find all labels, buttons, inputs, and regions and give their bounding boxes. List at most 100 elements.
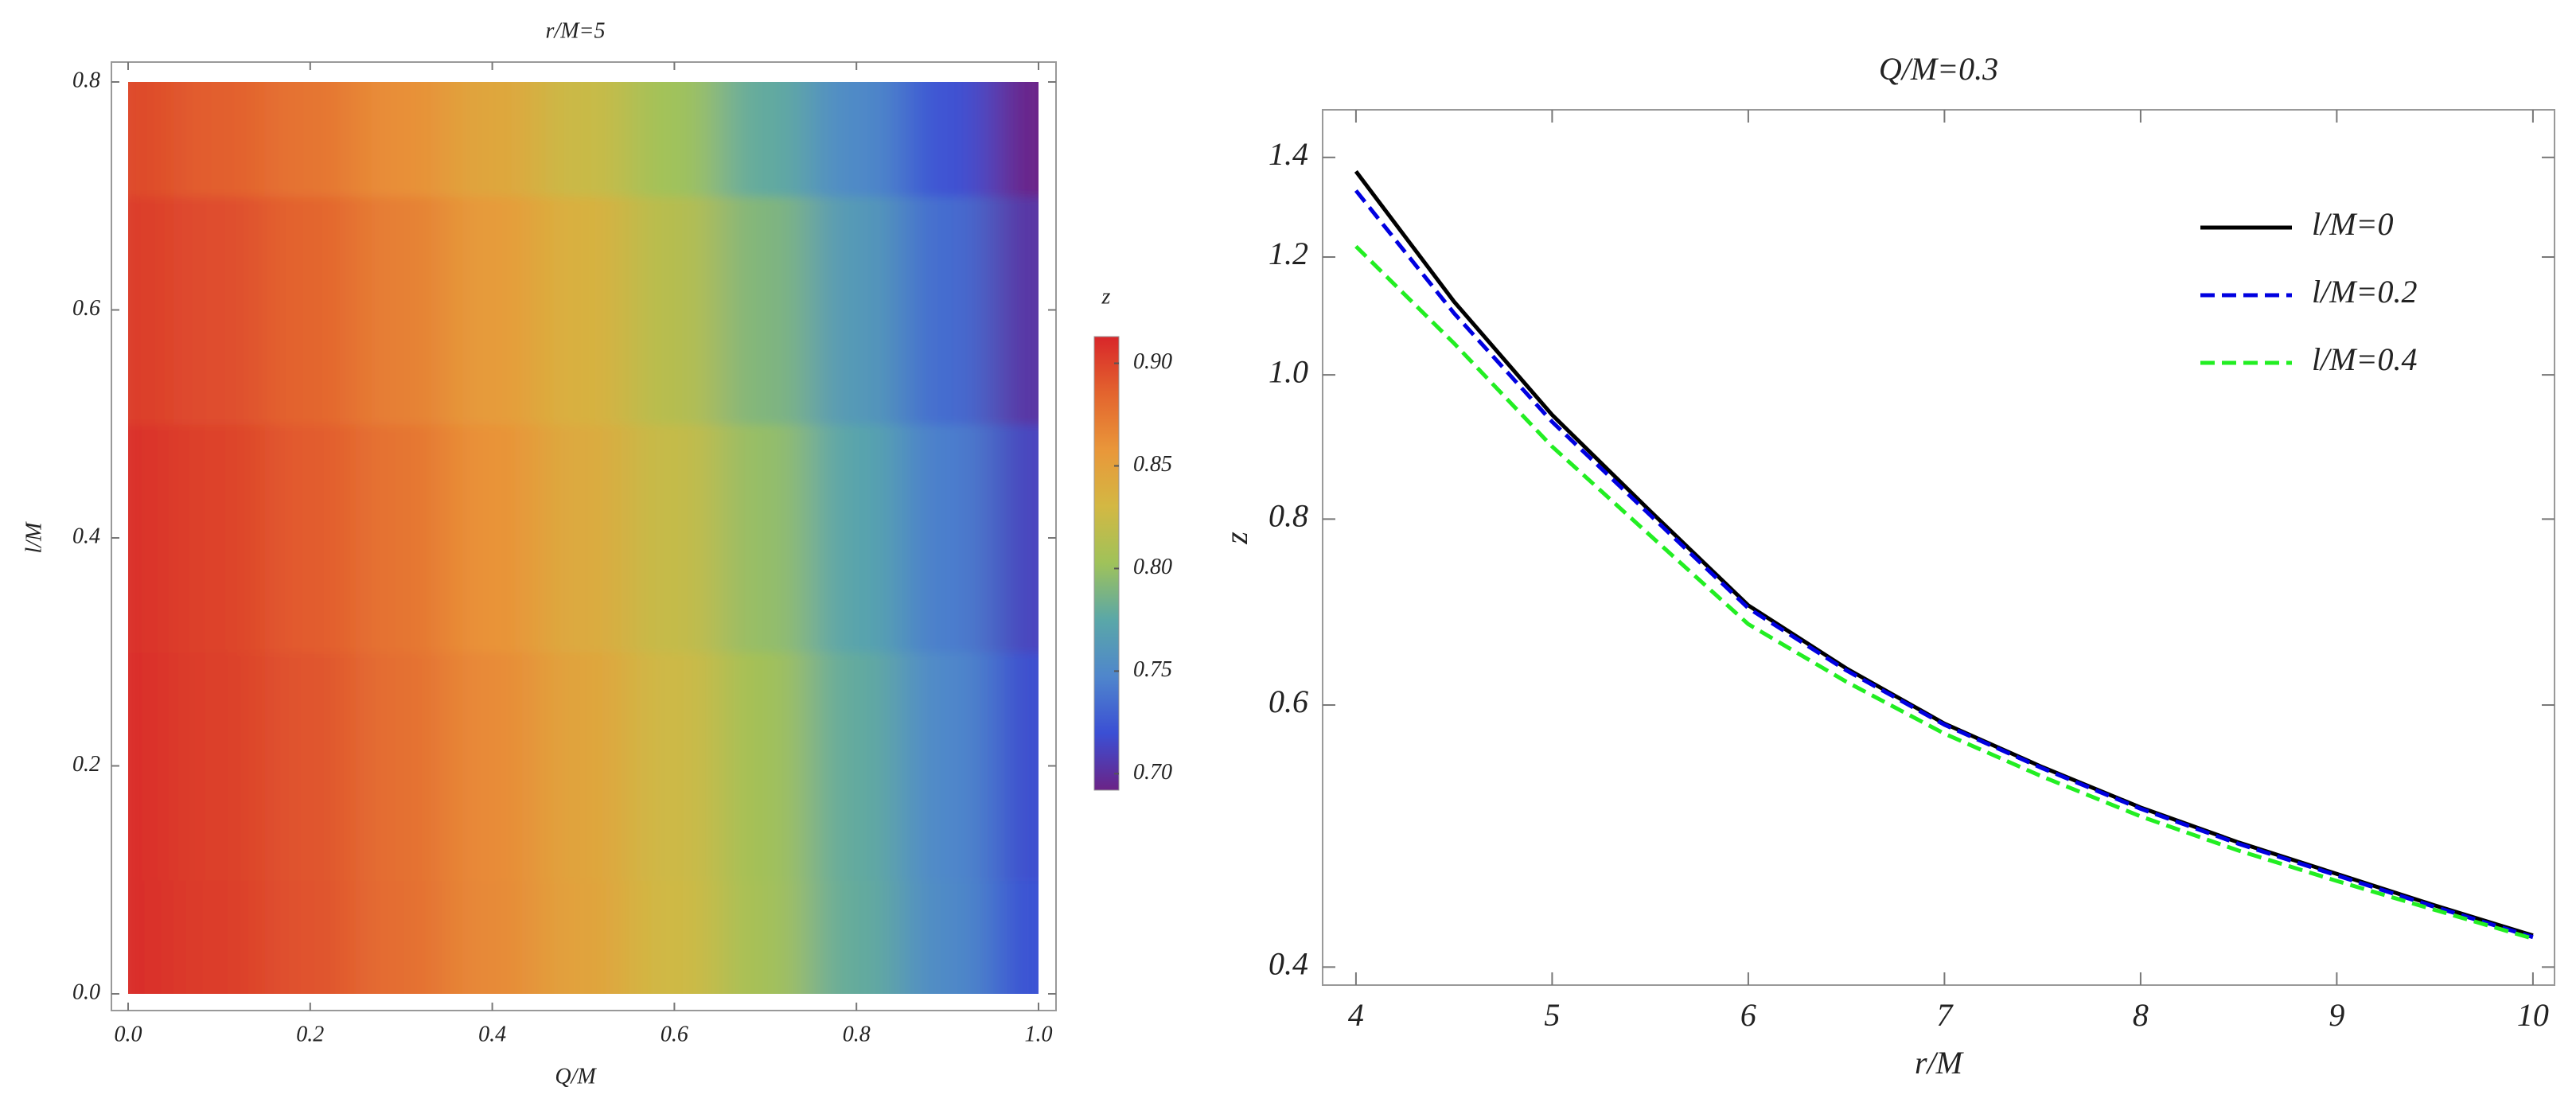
x-tick-label: 0.0	[115, 1022, 142, 1046]
heatmap-cell	[811, 196, 903, 425]
x-tick-label: 5	[1544, 997, 1560, 1033]
heatmap	[128, 82, 1039, 994]
x-axis-label: Q/M	[555, 1064, 597, 1089]
heatmap-cell	[902, 652, 994, 881]
colorbar-label: z	[1101, 284, 1111, 309]
heatmap-cell	[446, 879, 539, 994]
heatmap-cell	[537, 879, 630, 994]
y-tick-label: 0.6	[72, 296, 100, 321]
heatmap-cell	[173, 879, 266, 994]
y-tick-label: 1.4	[1269, 136, 1308, 172]
heatmap-cell	[902, 879, 994, 994]
legend-label: l/M=0.2	[2312, 274, 2418, 310]
heatmap-cell	[629, 82, 721, 197]
x-tick-label: 0.2	[296, 1022, 324, 1046]
x-axis-label: r/M	[1915, 1045, 1965, 1081]
heatmap-cell	[629, 423, 721, 653]
colorbar	[1093, 336, 1120, 791]
heatmap-cell	[992, 82, 1039, 197]
x-tick-label: 4	[1348, 997, 1364, 1033]
heatmap-cell	[173, 423, 266, 653]
heatmap-cell	[356, 652, 448, 881]
heatmap-cell	[537, 82, 630, 197]
y-axis-label: z	[1218, 532, 1254, 545]
line-series	[1354, 244, 2534, 941]
heatmap-cell	[446, 423, 539, 653]
heatmap-cell	[128, 423, 175, 653]
y-tick-label: 0.4	[1269, 946, 1308, 982]
legend-label: l/M=0	[2312, 206, 2394, 242]
y-tick-label: 0.8	[1269, 498, 1308, 534]
heatmap-cell	[992, 652, 1039, 881]
y-tick-label: 0.8	[72, 68, 100, 92]
y-tick-label: 0.0	[72, 980, 100, 1004]
heatmap-cell	[173, 652, 266, 881]
colorbar-tick-label: 0.75	[1133, 657, 1172, 682]
heatmap-cell	[356, 879, 448, 994]
heatmap-cell	[264, 82, 357, 197]
heatmap-cell	[173, 196, 266, 425]
heatmap-cell	[811, 652, 903, 881]
chart-title: Q/M=0.3	[1879, 51, 1998, 87]
heatmap-cell	[537, 652, 630, 881]
heatmap-cell	[537, 423, 630, 653]
heatmap-cell	[446, 196, 539, 425]
heatmap-cell	[264, 423, 357, 653]
heatmap-cells	[128, 82, 1039, 994]
heatmap-cell	[992, 196, 1039, 425]
y-tick-label: 0.4	[72, 524, 100, 548]
heatmap-cell	[719, 82, 812, 197]
y-axis-label: l/M	[21, 521, 46, 554]
heatmap-cell	[811, 423, 903, 653]
y-tick-label: 1.2	[1269, 236, 1308, 271]
frame	[1322, 109, 2555, 986]
heatmap-cell	[719, 652, 812, 881]
heatmap-cell	[719, 423, 812, 653]
heatmap-cell	[264, 196, 357, 425]
heatmap-cell	[719, 879, 812, 994]
heatmap-cell	[719, 196, 812, 425]
chart-title: r/M=5	[546, 18, 606, 43]
heatmap-cell	[629, 879, 721, 994]
line-series	[1354, 189, 2534, 940]
heatmap-cell	[446, 82, 539, 197]
x-tick-label: 8	[2133, 997, 2149, 1033]
x-tick-label: 6	[1740, 997, 1756, 1033]
x-tick-label: 7	[1936, 997, 1954, 1033]
heatmap-cell	[128, 196, 175, 425]
x-tick-label: 9	[2329, 997, 2344, 1033]
heatmap-cell	[128, 879, 175, 994]
heatmap-cell	[811, 879, 903, 994]
heatmap-cell	[629, 652, 721, 881]
heatmap-cell	[629, 196, 721, 425]
heatmap-cell	[173, 82, 266, 197]
heatmap-cell	[902, 82, 994, 197]
heatmap-cell	[356, 196, 448, 425]
y-tick-label: 0.6	[1269, 684, 1308, 719]
colorbar-tick-label: 0.85	[1133, 452, 1172, 477]
heatmap-cell	[356, 82, 448, 197]
heatmap-cell	[264, 652, 357, 881]
heatmap-cell	[902, 423, 994, 653]
heatmap-cell	[446, 652, 539, 881]
heatmap-cell	[128, 82, 175, 197]
frame	[111, 61, 1057, 1011]
heatmap-cell	[992, 423, 1039, 653]
heatmap-cell	[811, 82, 903, 197]
x-tick-label: 10	[2517, 997, 2549, 1033]
x-tick-label: 0.6	[661, 1022, 688, 1046]
colorbar-tick-label: 0.90	[1133, 349, 1172, 374]
x-tick-label: 0.8	[843, 1022, 871, 1046]
heatmap-cell	[902, 196, 994, 425]
y-tick-label: 1.0	[1269, 353, 1308, 389]
heatmap-cell	[992, 879, 1039, 994]
heatmap-cell	[128, 652, 175, 881]
legend-label: l/M=0.4	[2312, 341, 2418, 377]
colorbar-tick-label: 0.70	[1133, 760, 1172, 785]
heatmap-cell	[537, 196, 630, 425]
x-tick-label: 1.0	[1025, 1022, 1053, 1046]
x-tick-label: 0.4	[478, 1022, 506, 1046]
colorbar-tick-label: 0.80	[1133, 555, 1172, 579]
